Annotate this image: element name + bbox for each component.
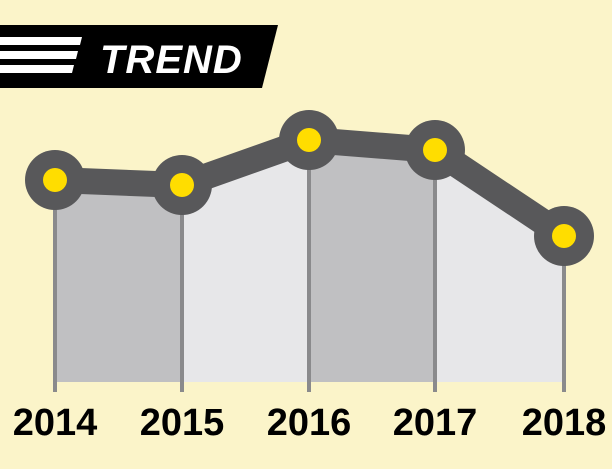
x-tick-labels: 2014 2015 2016 2017 2018 bbox=[13, 402, 607, 444]
speed-lines-icon bbox=[0, 37, 82, 73]
data-point-2018 bbox=[534, 206, 594, 266]
area-segment-2015 bbox=[182, 140, 309, 382]
data-point-2015 bbox=[152, 155, 212, 215]
data-markers bbox=[25, 110, 594, 266]
data-point-2016 bbox=[279, 110, 339, 170]
vertical-guides bbox=[53, 140, 566, 392]
area-segments bbox=[55, 140, 564, 382]
x-tick-label-2015: 2015 bbox=[140, 402, 225, 444]
area-segment-2014 bbox=[55, 180, 182, 382]
x-tick-label-2014: 2014 bbox=[13, 402, 98, 444]
chart-title: TREND bbox=[100, 38, 243, 82]
x-tick-label-2017: 2017 bbox=[393, 402, 478, 444]
area-segment-2016 bbox=[309, 140, 435, 382]
x-tick-label-2016: 2016 bbox=[267, 402, 352, 444]
area-segment-2017 bbox=[435, 150, 564, 382]
title-banner: TREND bbox=[0, 25, 278, 88]
data-point-2014 bbox=[25, 150, 85, 210]
x-tick-label-2018: 2018 bbox=[522, 402, 607, 444]
data-point-2017 bbox=[405, 120, 465, 180]
